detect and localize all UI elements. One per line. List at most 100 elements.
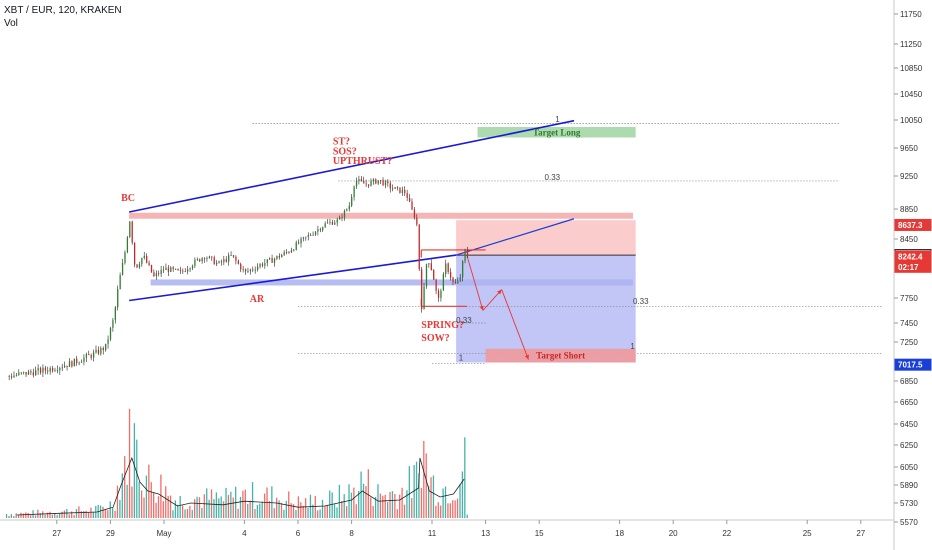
- candle-body: [394, 187, 396, 189]
- candle-body: [196, 259, 198, 260]
- channel-extension-line[interactable]: [455, 218, 575, 256]
- position-profit-zone[interactable]: [456, 255, 636, 363]
- candle-body: [37, 368, 39, 371]
- volume-bar: [285, 500, 287, 518]
- support-band[interactable]: [150, 279, 633, 286]
- volume-bar: [350, 492, 353, 518]
- candle-body: [35, 370, 37, 376]
- volume-bar: [143, 497, 145, 518]
- volume-bar: [181, 505, 184, 518]
- volume-bar: [112, 507, 114, 518]
- candle-body: [30, 371, 32, 373]
- resistance-band[interactable]: [129, 212, 633, 219]
- price-tag-label: 02:17: [898, 263, 919, 272]
- time-tick-label: 4: [242, 529, 247, 538]
- candle-body: [307, 235, 309, 237]
- fib-level-label: 1: [459, 354, 464, 363]
- candle-body: [278, 255, 281, 258]
- candle-body: [399, 187, 401, 193]
- candle-body: [358, 179, 360, 181]
- candle-body: [143, 255, 145, 258]
- candle-body: [452, 277, 454, 282]
- candle-body: [293, 249, 295, 251]
- volume-bar: [51, 514, 54, 518]
- volume-bar: [210, 489, 213, 518]
- projection-arrow-down-1[interactable]: [466, 254, 484, 311]
- volume-bar: [263, 493, 266, 518]
- candle-body: [194, 259, 196, 266]
- projection-arrow-down-2[interactable]: [501, 289, 529, 360]
- position-stop-zone[interactable]: [456, 220, 636, 256]
- candle-body: [464, 250, 466, 262]
- volume-bar: [386, 502, 389, 518]
- volume-bar: [331, 492, 333, 518]
- price-tick-label: 6850: [900, 377, 918, 386]
- volume-bar: [99, 505, 102, 518]
- candle-body: [18, 372, 20, 375]
- candle-body: [240, 263, 242, 270]
- candle-body: [225, 259, 227, 262]
- volume-bar: [242, 490, 244, 518]
- target-box[interactable]: [485, 348, 636, 363]
- volume-bar: [360, 471, 362, 518]
- candle-body: [331, 222, 334, 225]
- candle-body: [370, 181, 372, 186]
- candle-body: [396, 187, 399, 188]
- candle-body: [389, 183, 391, 189]
- volume-bar: [413, 465, 415, 518]
- volume-bar: [307, 507, 309, 518]
- wyckoff-annotation: SPRING?: [421, 320, 464, 331]
- price-tag-label: 8637.3: [898, 221, 923, 230]
- volume-bar: [20, 512, 22, 518]
- volume-bar: [208, 499, 210, 518]
- volume-bar: [382, 495, 384, 518]
- arrow-head: [497, 289, 502, 295]
- volume-bar: [140, 490, 143, 518]
- volume-bar: [312, 504, 314, 518]
- volume-legend: Vol: [4, 18, 18, 29]
- candle-body: [377, 180, 379, 184]
- channel-upper-line[interactable]: [128, 119, 575, 213]
- time-tick-label: 15: [535, 529, 544, 538]
- volume-bar: [401, 487, 403, 518]
- drawing-layer[interactable]: [128, 119, 883, 364]
- candle-body: [68, 361, 71, 367]
- volume-bar: [399, 494, 401, 518]
- candle-body: [466, 250, 469, 256]
- volume-bar: [333, 504, 336, 518]
- volume-bar: [432, 475, 435, 518]
- volume-bar: [169, 495, 172, 518]
- price-tick-label: 5890: [900, 481, 918, 490]
- candle-body: [49, 368, 51, 372]
- volume-bar: [251, 482, 254, 518]
- volume-bar: [396, 509, 398, 518]
- candle-body: [401, 189, 404, 193]
- candle-body: [348, 205, 350, 210]
- volume-bar: [244, 489, 246, 518]
- candle-body: [61, 367, 63, 369]
- time-tick-label: 20: [669, 529, 678, 538]
- candle-body: [351, 197, 353, 206]
- candle-body: [117, 289, 119, 308]
- volume-bar: [155, 502, 157, 518]
- price-tick-label: 11750: [900, 10, 922, 19]
- volume-bar: [304, 498, 307, 518]
- candle-body: [462, 261, 464, 278]
- volume-bar: [131, 486, 133, 518]
- target-box[interactable]: [477, 127, 636, 138]
- symbol-title[interactable]: XBT / EUR, 120, KRAKEN: [4, 5, 122, 16]
- candle-body: [430, 263, 432, 271]
- volume-bar: [150, 482, 152, 518]
- candle-body: [56, 370, 59, 372]
- volume-bar: [39, 513, 41, 518]
- projection-arrow-up[interactable]: [482, 289, 503, 311]
- channel-lower-line[interactable]: [129, 254, 457, 302]
- volume-bar: [423, 441, 425, 518]
- candle-body: [201, 258, 203, 262]
- position-tool[interactable]: [456, 220, 636, 363]
- volume-bar: [109, 501, 111, 518]
- candle-body: [310, 235, 312, 236]
- volume-bar: [213, 499, 215, 518]
- volume-bar: [437, 502, 439, 518]
